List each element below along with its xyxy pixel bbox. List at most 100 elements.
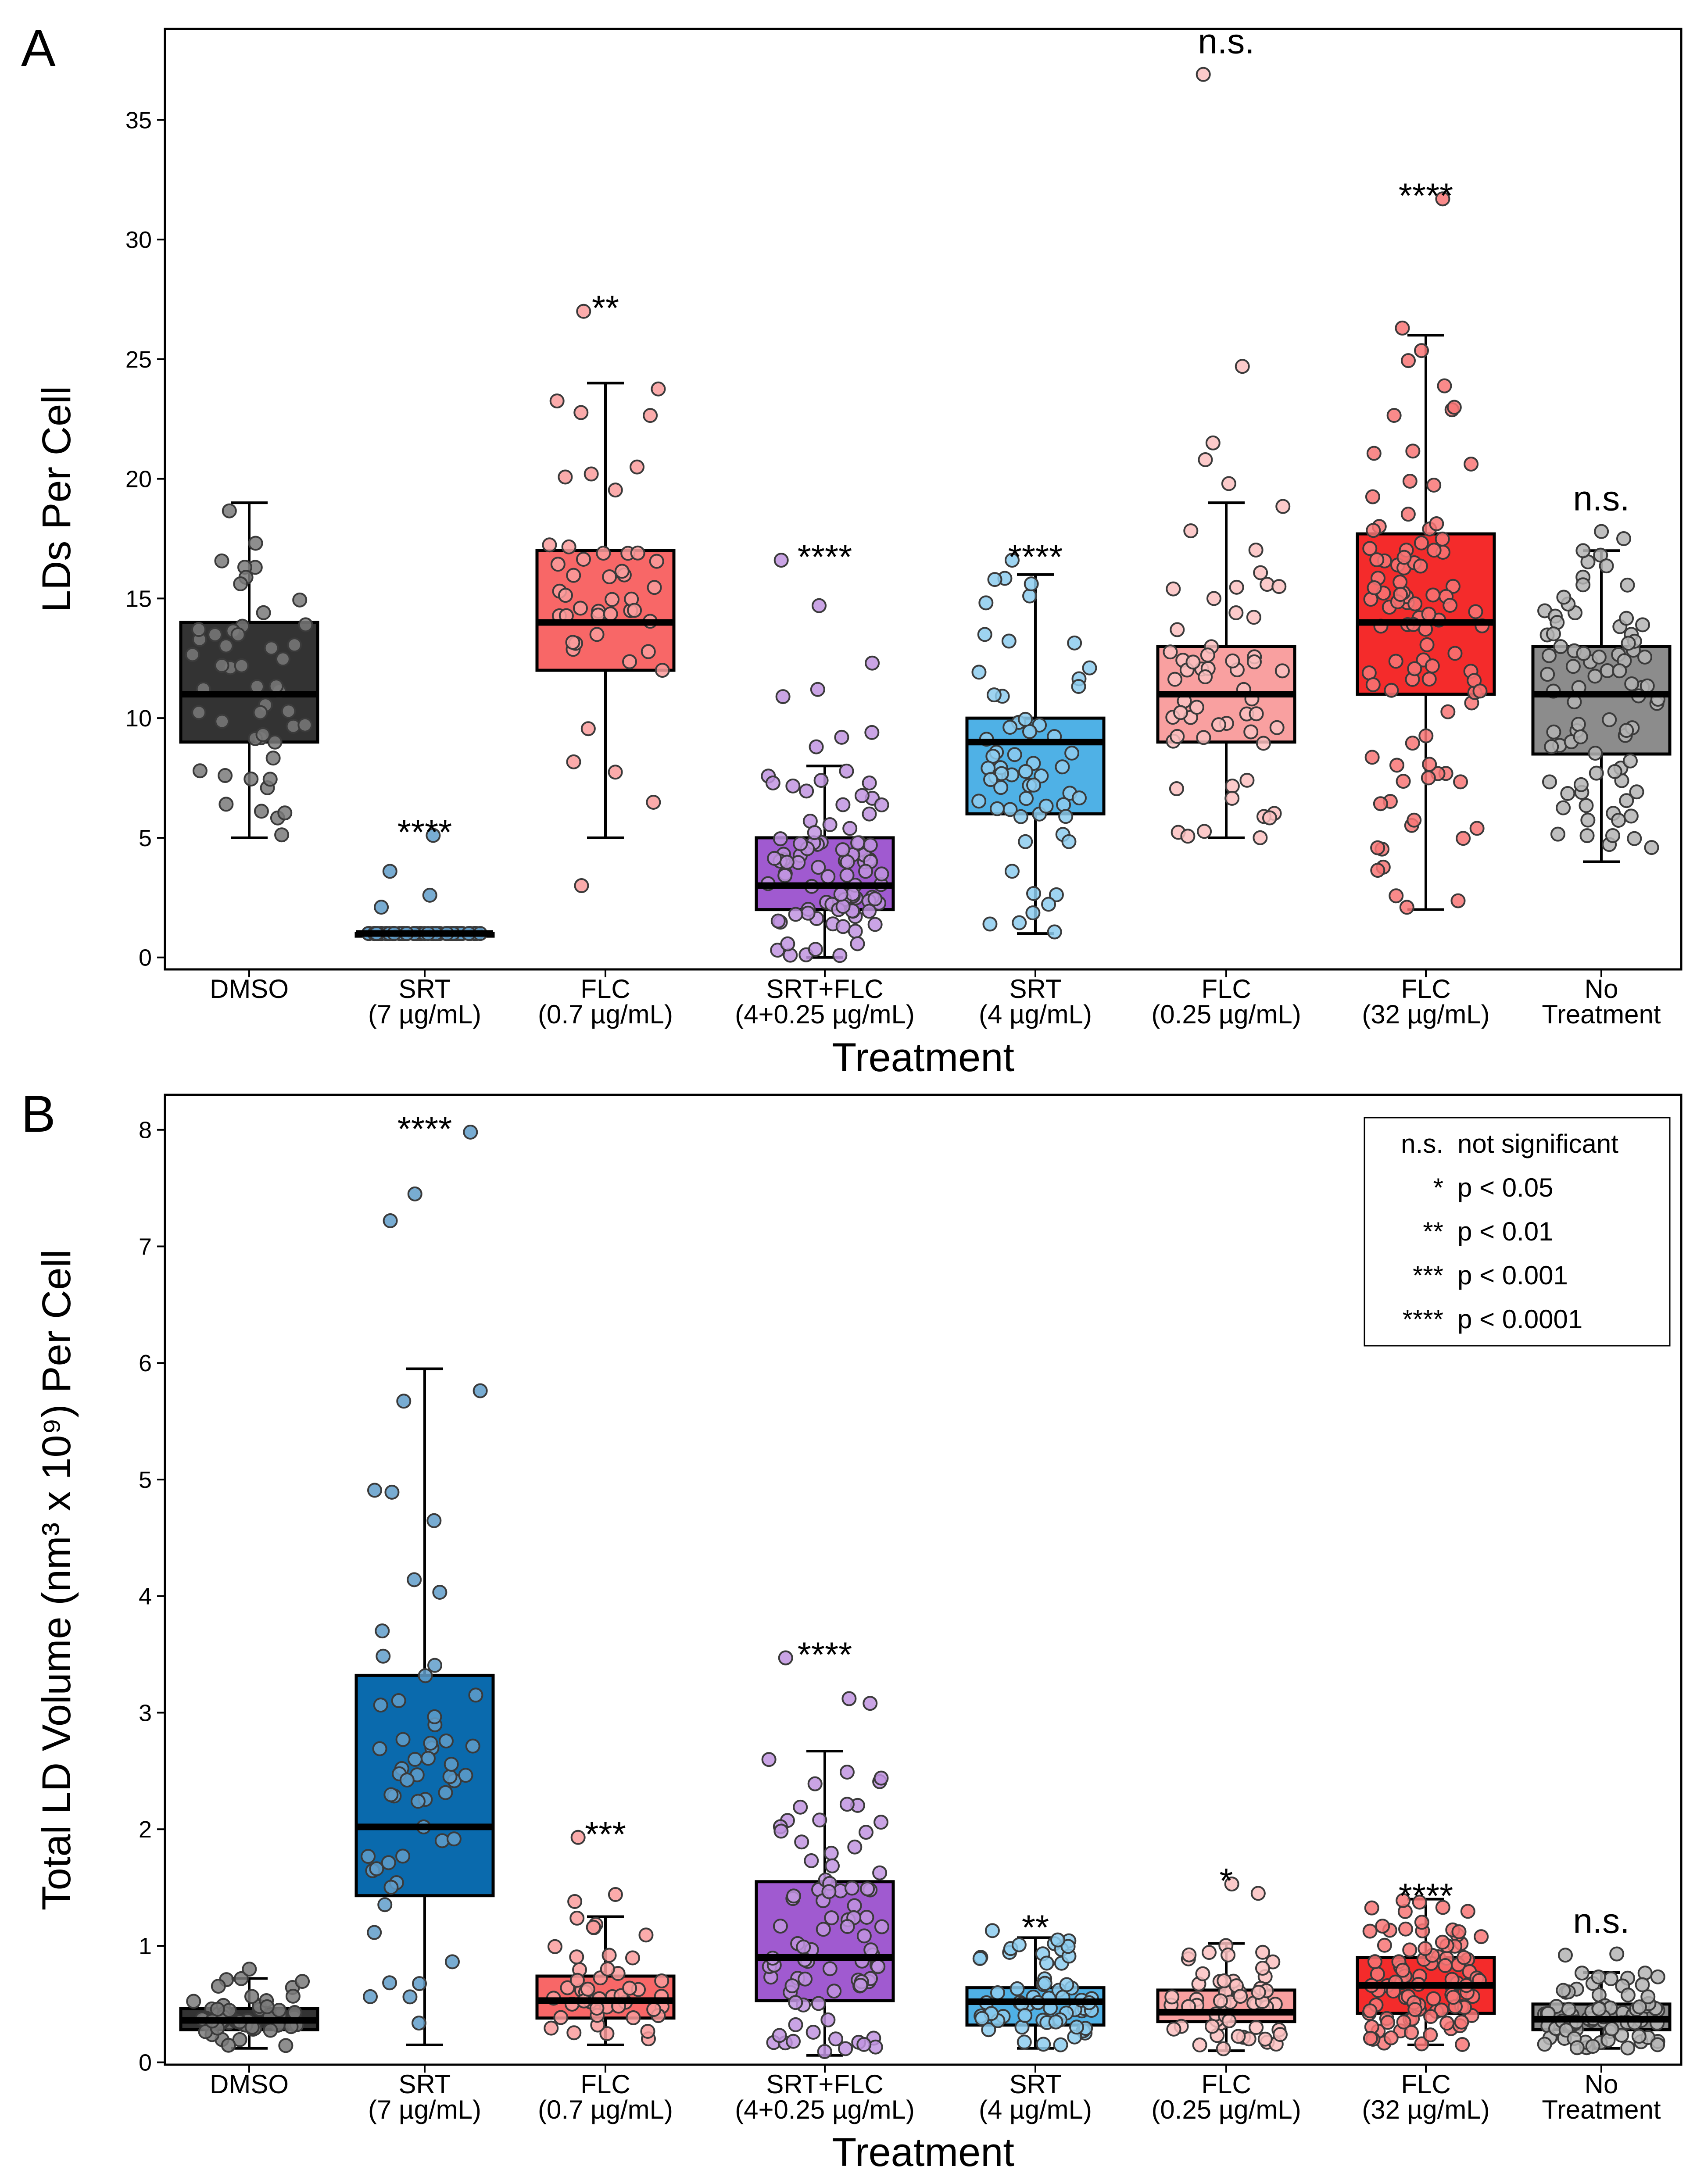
plot-frame: [164, 28, 1683, 971]
data-point: [807, 825, 822, 840]
data-point: [1367, 580, 1382, 595]
data-point: [1443, 597, 1458, 613]
data-point: [1216, 2041, 1231, 2056]
data-point: [297, 717, 313, 733]
data-point: [1585, 2039, 1600, 2054]
data-point: [542, 537, 557, 553]
data-point: [1386, 408, 1402, 423]
data-point: [1565, 659, 1581, 674]
data-point: [410, 1794, 426, 1809]
data-point: [1163, 644, 1178, 660]
data-point: [1375, 1919, 1390, 1934]
data-point: [850, 936, 865, 951]
data-point: [191, 705, 207, 720]
data-point: [1637, 649, 1653, 665]
data-point: [565, 635, 580, 650]
data-point: [381, 1855, 396, 1870]
data-point: [821, 1884, 837, 1899]
data-point: [444, 1757, 459, 1772]
data-point: [643, 408, 658, 423]
x-tick-label: FLC: [580, 974, 630, 1004]
data-point: [602, 569, 617, 584]
data-point: [465, 1738, 480, 1754]
data-point: [820, 2012, 836, 2027]
data-point: [278, 2038, 294, 2053]
data-point: [858, 1825, 873, 1840]
data-point: [798, 1971, 813, 1987]
outlier-point: [810, 682, 825, 697]
outlier-point: [463, 1125, 478, 1140]
data-point: [244, 1989, 259, 2004]
data-point: [1454, 2014, 1469, 2030]
outlier-point: [809, 739, 824, 754]
data-point: [255, 727, 271, 742]
data-point: [281, 704, 296, 719]
data-point: [1650, 2037, 1665, 2052]
data-point: [1393, 574, 1408, 590]
data-point: [1464, 456, 1479, 472]
significance-marker: ****: [1399, 176, 1453, 215]
data-point: [1407, 812, 1422, 828]
data-point: [600, 1961, 615, 1977]
data-point: [1253, 565, 1268, 580]
data-point: [1373, 796, 1388, 811]
x-tick-label-sub: (32 µg/mL): [1362, 1000, 1489, 1029]
data-point: [1399, 900, 1414, 915]
data-point: [873, 1770, 889, 1786]
data-point: [275, 651, 290, 667]
y-tick-label: 35: [125, 107, 152, 133]
data-point: [1474, 1929, 1489, 1945]
outlier-point: [1435, 191, 1450, 207]
data-point: [1012, 915, 1027, 930]
data-point: [1364, 1900, 1379, 1916]
data-point: [626, 2010, 641, 2025]
data-point: [977, 627, 992, 642]
data-point: [377, 1897, 393, 1912]
data-point: [1587, 668, 1603, 684]
data-point: [1001, 633, 1017, 649]
outlier-point: [374, 900, 389, 915]
significance-marker: *: [1219, 1861, 1233, 1900]
data-point: [1629, 784, 1644, 800]
data-point: [773, 1919, 788, 1934]
data-point: [211, 1979, 226, 1994]
y-tick-label: 5: [139, 825, 152, 851]
legend-symbol-2: **: [1423, 1217, 1443, 1246]
data-point: [560, 1980, 575, 1995]
data-point: [1221, 1947, 1236, 1962]
data-point: [1058, 809, 1074, 824]
data-point: [412, 2016, 427, 2031]
data-point: [458, 1768, 473, 1783]
data-point: [1192, 2037, 1207, 2053]
x-tick-label: FLC: [580, 2070, 630, 2099]
data-point: [1196, 730, 1211, 745]
data-point: [1556, 590, 1572, 605]
data-point: [1181, 1947, 1197, 1962]
data-point: [646, 794, 661, 810]
data-point: [1011, 1937, 1027, 1952]
data-point: [1271, 579, 1287, 594]
data-point: [407, 1572, 422, 1587]
data-point: [363, 1989, 378, 2004]
outlier-point: [426, 828, 441, 843]
data-point: [605, 592, 620, 607]
data-point: [589, 627, 605, 642]
y-tick-label: 1: [139, 1933, 152, 1959]
data-point: [1274, 663, 1290, 679]
significance-marker: ****: [397, 1109, 452, 1148]
data-point: [608, 765, 623, 780]
data-point: [1166, 2021, 1181, 2037]
data-point: [1167, 672, 1183, 687]
data-point: [1038, 798, 1054, 814]
data-point: [804, 1853, 819, 1868]
data-point: [243, 771, 259, 786]
data-point: [402, 1989, 418, 2005]
data-point: [1571, 717, 1586, 732]
x-axis-title: Treatment: [832, 2130, 1014, 2175]
data-point: [1589, 765, 1604, 781]
outlier-point: [1594, 524, 1609, 539]
data-point: [862, 775, 877, 790]
outlier-point: [773, 553, 789, 568]
outlier-point: [576, 304, 591, 319]
outlier-point: [383, 1213, 398, 1229]
